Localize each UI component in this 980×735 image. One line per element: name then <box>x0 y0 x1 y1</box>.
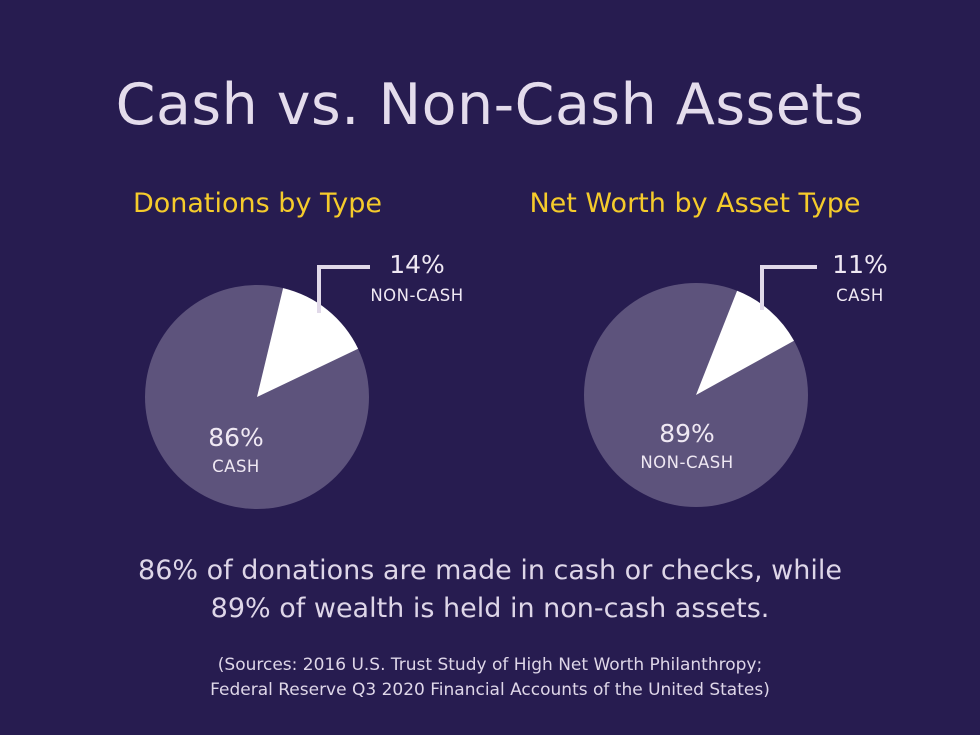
chart-title-net-worth: Net Worth by Asset Type <box>529 188 861 219</box>
summary-line-2: 89% of wealth is held in non-cash assets… <box>210 593 770 624</box>
major-category-label: CASH <box>212 457 260 476</box>
sources-note: (Sources: 2016 U.S. Trust Study of High … <box>0 653 980 703</box>
major-pct-label: 89% <box>659 419 715 448</box>
pie-slice-non-cash <box>257 288 359 397</box>
sources-line-1: (Sources: 2016 U.S. Trust Study of High … <box>217 655 763 675</box>
leader-line <box>317 265 370 313</box>
summary-text: 86% of donations are made in cash or che… <box>0 552 980 628</box>
minor-category-label: CASH <box>836 286 884 305</box>
minor-pct-label: 11% <box>832 250 888 279</box>
pie-chart-net-worth: 11% CASH 89% NON-CASH <box>584 250 888 507</box>
pie-chart-donations: 14% NON-CASH 86% CASH <box>145 250 463 509</box>
leader-line <box>760 265 817 310</box>
chart-title-donations: Donations by Type <box>132 188 383 219</box>
major-category-label: NON-CASH <box>640 453 733 472</box>
summary-line-1: 86% of donations are made in cash or che… <box>138 555 842 586</box>
pie-slice-cash <box>696 290 794 395</box>
sources-line-2: Federal Reserve Q3 2020 Financial Accoun… <box>210 680 770 700</box>
minor-category-label: NON-CASH <box>370 286 463 305</box>
minor-pct-label: 14% <box>389 250 445 279</box>
major-pct-label: 86% <box>208 423 264 452</box>
page-title: Cash vs. Non-Cash Assets <box>115 72 865 138</box>
